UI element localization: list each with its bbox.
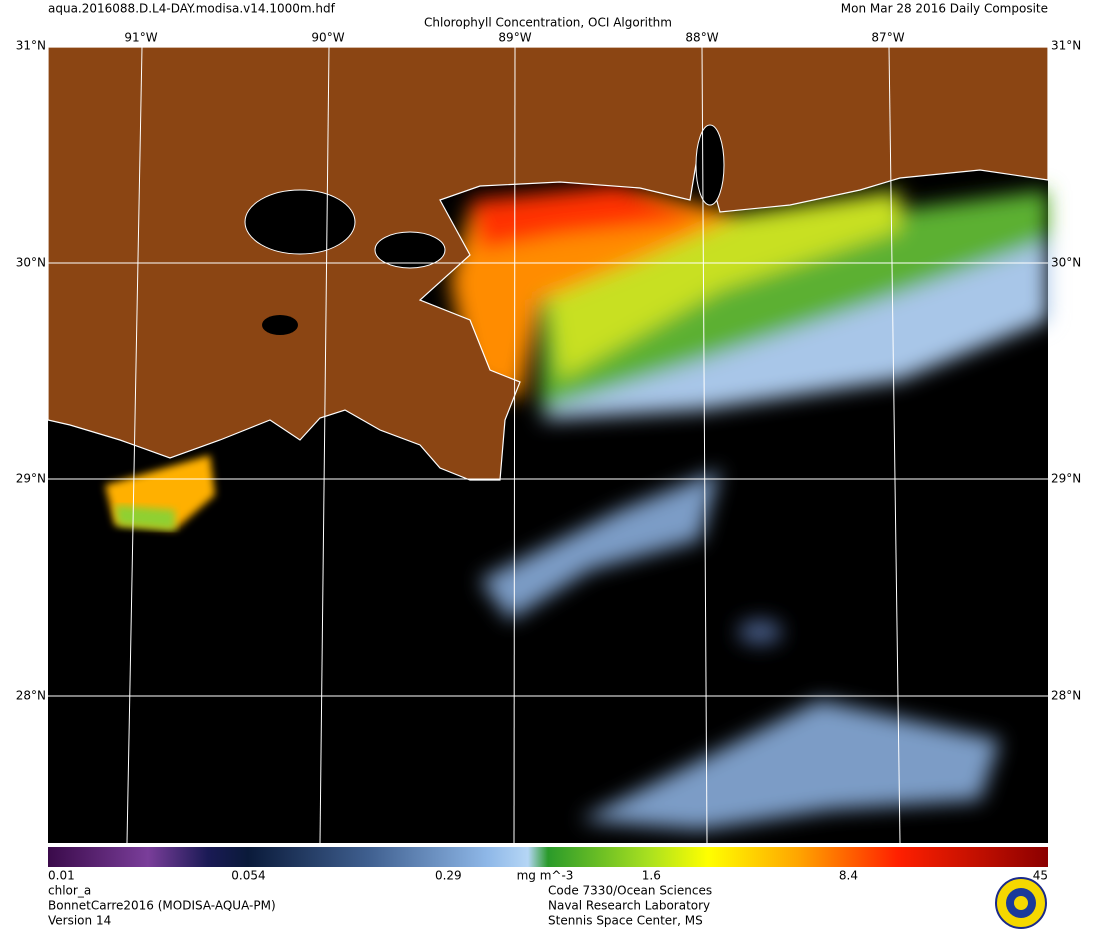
colorbar-units: mg m^-3 xyxy=(517,869,574,883)
colorbar-tick-label: 0.054 xyxy=(231,869,265,883)
lon-label: 90°W xyxy=(311,31,344,45)
footer-center: Code 7330/Ocean Sciences xyxy=(548,884,712,898)
lon-label: 89°W xyxy=(498,31,531,45)
footer-left: BonnetCarre2016 (MODISA-AQUA-PM) xyxy=(48,899,276,913)
map-image xyxy=(47,46,1049,844)
lat-label: 30°N xyxy=(1051,256,1081,270)
lake-borgne xyxy=(374,231,446,269)
colorbar xyxy=(48,847,1048,867)
lat-label: 29°N xyxy=(16,472,46,486)
lat-label: 31°N xyxy=(16,39,46,53)
lon-labels: 91°W 90°W 89°W 88°W 87°W xyxy=(124,31,904,45)
colorbar-tick-label: 0.29 xyxy=(435,869,462,883)
colorbar-tick-label: 45 xyxy=(1033,869,1048,883)
lat-label: 29°N xyxy=(1051,472,1081,486)
lat-label: 31°N xyxy=(1051,39,1081,53)
lat-label: 28°N xyxy=(1051,689,1081,703)
graticule xyxy=(48,46,1048,844)
colorbar-tick-label: 0.01 xyxy=(48,869,75,883)
footer-center: Stennis Space Center, MS xyxy=(548,914,703,928)
colorbar-tick-label: 8.4 xyxy=(839,869,858,883)
footer-left: Version 14 xyxy=(48,914,111,928)
nrl-logo xyxy=(995,877,1047,929)
map-title: Chlorophyll Concentration, OCI Algorithm xyxy=(424,16,672,30)
lon-label: 88°W xyxy=(685,31,718,45)
plume-west-edge xyxy=(115,505,175,530)
footer-center: Naval Research Laboratory xyxy=(548,899,710,913)
lat-label: 30°N xyxy=(16,256,46,270)
lake xyxy=(262,315,298,335)
mobile-bay xyxy=(695,124,725,206)
colorbar-tick-label: 1.6 xyxy=(642,869,661,883)
lon-label: 87°W xyxy=(871,31,904,45)
colorbar-ticks: 0.01 0.054 0.29 1.6 8.4 45 xyxy=(48,869,1048,883)
lon-label: 91°W xyxy=(124,31,157,45)
footer-left: chlor_a xyxy=(48,884,91,898)
date-label: Mon Mar 28 2016 Daily Composite xyxy=(841,2,1048,16)
lake-pontchartrain xyxy=(244,189,356,255)
land xyxy=(47,46,1049,481)
lat-label: 28°N xyxy=(16,689,46,703)
lat-labels: 31°N 30°N 29°N 28°N 31°N 30°N 29°N 28°N xyxy=(16,39,1082,703)
chlorophyll-field xyxy=(450,185,1048,830)
file-name: aqua.2016088.D.L4-DAY.modisa.v14.1000m.h… xyxy=(48,2,336,16)
